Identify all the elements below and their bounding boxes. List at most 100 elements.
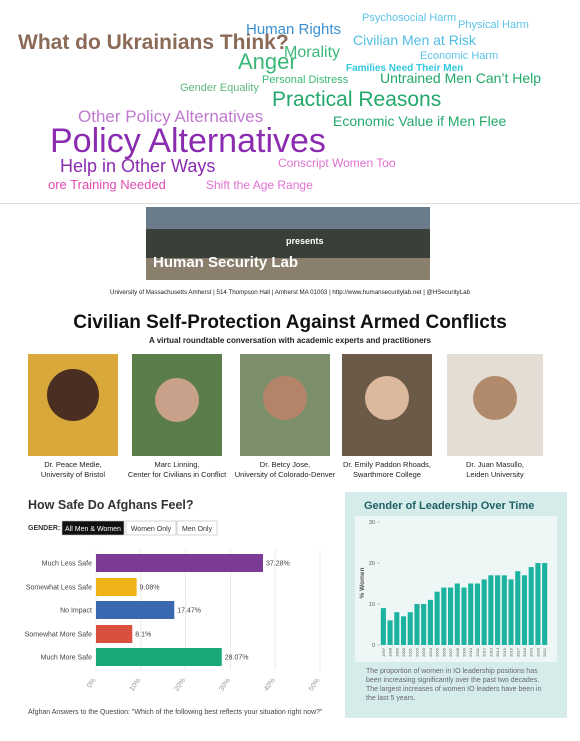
banner-logo: Human Security Lab: [153, 254, 298, 271]
x-tick-label: 2006: [441, 647, 446, 657]
filter-option: Men Only: [182, 526, 212, 533]
speaker-name: Dr. Peace Medie,: [44, 460, 102, 469]
speaker-affiliation: Leiden University: [466, 470, 524, 479]
y-tick-label: 0: [372, 643, 375, 649]
y-axis-label: % Women: [359, 568, 366, 599]
x-tick-label: 2021: [542, 647, 547, 657]
note: The proportion of women in IO leadership…: [366, 668, 538, 675]
x-tick-label: 2005: [435, 647, 440, 657]
bar: [380, 608, 386, 645]
x-tick-label: 2018: [522, 647, 527, 657]
word: Personal Distress: [262, 74, 349, 86]
spacer: [0, 340, 580, 341]
bar: [96, 625, 133, 643]
x-tick-label: 2019: [529, 647, 534, 657]
value-label: 28.07%: [225, 655, 249, 662]
y-tick-label: Somewhat More Safe: [25, 632, 92, 639]
x-tick-label: 40%: [263, 677, 277, 692]
bar: [400, 616, 407, 645]
filter-button[interactable]: [125, 520, 177, 536]
banner-floor: [146, 258, 430, 280]
word: Morality: [284, 44, 340, 61]
x-tick-label: 2020: [535, 647, 540, 657]
bar: [535, 563, 541, 645]
speaker-photo-figure: [155, 378, 199, 422]
x-tick-label: 2003: [421, 647, 426, 657]
x-tick-label: 2015: [502, 647, 507, 657]
word: Policy Alternatives: [50, 122, 326, 160]
word: ore Training Needed: [48, 177, 166, 192]
speaker-photo-figure: [263, 376, 307, 420]
note: the last 5 years.: [366, 695, 415, 702]
bar: [528, 567, 534, 645]
x-tick-label: 2008: [455, 647, 460, 657]
speaker-name: Marc Linning,: [154, 460, 199, 469]
word: Other Policy Alternatives: [78, 107, 263, 126]
note: been increasing significantly over the p…: [366, 677, 539, 684]
bar: [96, 578, 137, 596]
value-label: 17.47%: [177, 608, 201, 615]
filter-button[interactable]: [61, 520, 125, 536]
word: What do Ukrainians Think?: [18, 31, 289, 54]
x-tick-label: 2010: [468, 647, 473, 657]
caption: Afghan Answers to the Question: "Which o…: [28, 709, 323, 716]
x-tick-label: 20%: [173, 677, 187, 692]
bar: [508, 579, 514, 645]
speaker-affiliation: University of Bristol: [41, 470, 106, 479]
bar: [521, 575, 528, 645]
y-tick-label: 30: [369, 520, 375, 526]
speaker-affiliation: Center for Civilians in Conflict: [128, 470, 227, 479]
bar: [495, 575, 501, 645]
speaker-name: Dr. Juan Masullo,: [466, 460, 524, 469]
divider: [0, 203, 580, 204]
bar: [474, 583, 480, 645]
bar: [441, 587, 447, 645]
filter-option: Women Only: [131, 526, 172, 533]
y-tick-label: 20: [369, 561, 375, 567]
bar: [454, 583, 460, 645]
x-tick-label: 50%: [308, 677, 322, 692]
word: Psychosocial Harm: [362, 12, 456, 24]
value-label: 9.08%: [140, 585, 160, 592]
x-tick-label: 1999: [394, 647, 399, 657]
word: Help in Other Ways: [60, 156, 215, 176]
speaker-affiliation: Swarthmore College: [353, 470, 421, 479]
banner-presents: presents: [286, 236, 324, 246]
word: Shift the Age Range: [206, 178, 313, 192]
bar: [96, 554, 264, 572]
y-tick-label: Much Less Safe: [42, 561, 92, 568]
y-tick-label: Somewhat Less Safe: [26, 585, 92, 592]
filter-button[interactable]: [176, 520, 218, 536]
speaker-photo-figure: [473, 376, 517, 420]
x-tick-label: 2016: [509, 647, 514, 657]
bar: [407, 612, 413, 645]
x-tick-label: 2017: [515, 647, 520, 657]
filter-label: GENDER:: [28, 525, 60, 532]
x-tick-label: 30%: [218, 677, 232, 692]
word: Physical Harm: [458, 19, 529, 31]
chart-title: Gender of Leadership Over Time: [364, 500, 534, 512]
speaker-photo-figure: [365, 376, 409, 420]
bar: [481, 579, 487, 645]
bar: [421, 604, 427, 645]
note: The largest increases of women IO leader…: [366, 686, 542, 693]
x-tick-label: 2011: [475, 647, 480, 656]
y-tick-label: Much More Safe: [41, 655, 92, 662]
word: Untrained Men Can’t Help: [380, 70, 541, 86]
bar: [96, 601, 175, 619]
word: Economic Value if Men Flee: [333, 113, 506, 129]
value-label: 37.28%: [266, 561, 290, 568]
y-tick-label: 10: [369, 602, 375, 608]
bar: [468, 583, 474, 645]
word: Families Need Their Men: [346, 63, 463, 74]
x-tick-label: 1998: [388, 647, 393, 657]
x-tick-label: 2012: [482, 647, 487, 657]
bar: [414, 604, 420, 645]
bar: [394, 612, 400, 645]
word: Conscript Women Too: [278, 156, 396, 170]
word: Civilian Men at Risk: [353, 32, 477, 48]
bar: [488, 575, 494, 645]
banner-sky: [146, 207, 430, 229]
x-tick-label: 10%: [129, 677, 143, 692]
